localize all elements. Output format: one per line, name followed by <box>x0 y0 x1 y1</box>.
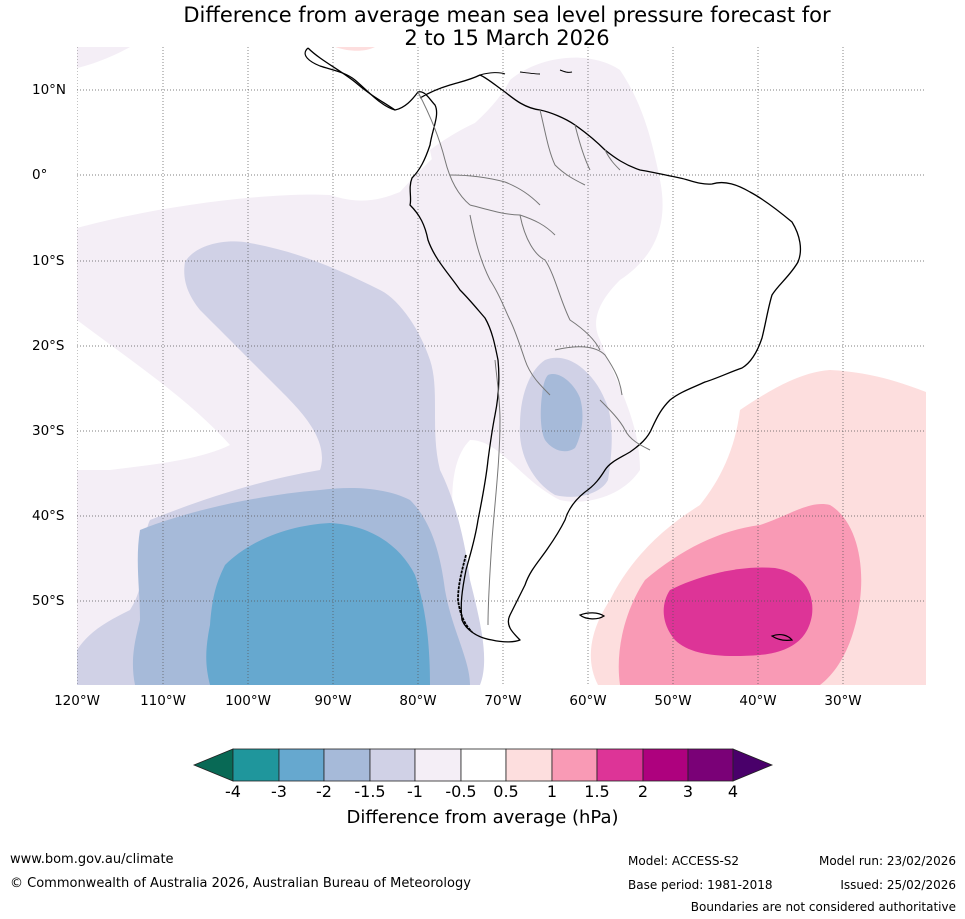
contour-plus-1-5 <box>663 567 813 657</box>
colorbar-label: Difference from average (hPa) <box>346 807 619 828</box>
colorbar-bin-1 <box>232 748 280 782</box>
colorbar-extend-low <box>192 748 234 782</box>
base-period-text: Base period: 1981-2018 <box>628 878 773 892</box>
colorbar-bin-10 <box>642 748 689 782</box>
lon-label-90w: 90°W <box>314 693 352 709</box>
contour-minus-2 <box>206 523 430 685</box>
lat-label-40s: 40°S <box>32 508 65 524</box>
copyright-text: © Commonwealth of Australia 2026, Austra… <box>10 876 471 891</box>
caribbean-islands <box>479 69 573 76</box>
lat-label-50s: 50°S <box>32 593 65 609</box>
colorbar-bin-8 <box>551 748 598 782</box>
lon-label-110w: 110°W <box>140 693 186 709</box>
contour-neutral-interior <box>430 107 608 260</box>
disclaimer-text: Boundaries are not considered authoritat… <box>690 900 956 914</box>
contour-minus-1-5-argentina <box>540 374 583 452</box>
colorbar-tick: -4 <box>225 782 241 801</box>
lon-label-30w: 30°W <box>824 693 862 709</box>
title-line-1: Difference from average mean sea level p… <box>183 3 831 27</box>
colorbar-bin-3 <box>323 748 371 782</box>
colorbar-tick: -1 <box>407 782 423 801</box>
colorbar-tick: -3 <box>271 782 287 801</box>
colorbar-tick: -1.5 <box>354 782 386 801</box>
colorbar-bin-4 <box>369 748 416 782</box>
map-title: Difference from average mean sea level p… <box>0 4 965 50</box>
map-area <box>77 47 926 685</box>
lon-label-50w: 50°W <box>654 693 692 709</box>
lat-label-30s: 30°S <box>32 423 65 439</box>
graticule <box>77 47 926 685</box>
lat-label-0: 0° <box>32 167 48 183</box>
south-georgia-island <box>770 634 794 641</box>
lon-label-100w: 100°W <box>225 693 271 709</box>
model-text: Model: ACCESS-S2 <box>628 854 740 868</box>
model-run-text: Model run: 23/02/2026 <box>818 854 956 868</box>
issued-text: Issued: 25/02/2026 <box>840 878 956 892</box>
colorbar-tick: -2 <box>316 782 332 801</box>
lon-label-120w: 120°W <box>54 693 100 709</box>
colorbar-tick: 1 <box>546 782 558 801</box>
central-america-coastline <box>304 47 396 111</box>
contour-minus-0-5-north <box>77 47 130 68</box>
lat-label-10s: 10°S <box>32 253 65 269</box>
chile-archipelago <box>457 554 473 633</box>
colorbar-tick: 2 <box>637 782 649 801</box>
lon-label-80w: 80°W <box>399 693 437 709</box>
contour-neutral-ne-gap <box>905 470 926 510</box>
website-link[interactable]: www.bom.gov.au/climate <box>10 852 174 867</box>
colorbar-bin-9 <box>596 748 644 782</box>
lon-label-40w: 40°W <box>739 693 777 709</box>
colorbar-bin-5 <box>414 748 462 782</box>
colorbar-extend-high <box>732 748 774 782</box>
contour-plus-0-5-north <box>335 47 375 51</box>
contour-neutral-sw <box>77 320 230 470</box>
colorbar-bin-11 <box>687 748 734 782</box>
lat-label-10n: 10°N <box>32 82 67 98</box>
colorbar-bin-2 <box>278 748 325 782</box>
colorbar-tick: -0.5 <box>445 782 477 801</box>
falkland-islands <box>578 612 606 620</box>
colorbar-tick: 0.5 <box>493 782 519 801</box>
colorbar-tick: 4 <box>727 782 739 801</box>
national-borders <box>417 91 651 626</box>
colorbar-bin-6 <box>460 748 507 782</box>
lon-label-70w: 70°W <box>484 693 522 709</box>
south-america-coastline <box>307 47 802 643</box>
colorbar-tick: 3 <box>682 782 694 801</box>
colorbar-bin-7 <box>505 748 553 782</box>
lat-label-20s: 20°S <box>32 338 65 354</box>
lon-label-60w: 60°W <box>569 693 607 709</box>
colorbar-tick: 1.5 <box>584 782 610 801</box>
title-line-2: 2 to 15 March 2026 <box>404 26 610 50</box>
